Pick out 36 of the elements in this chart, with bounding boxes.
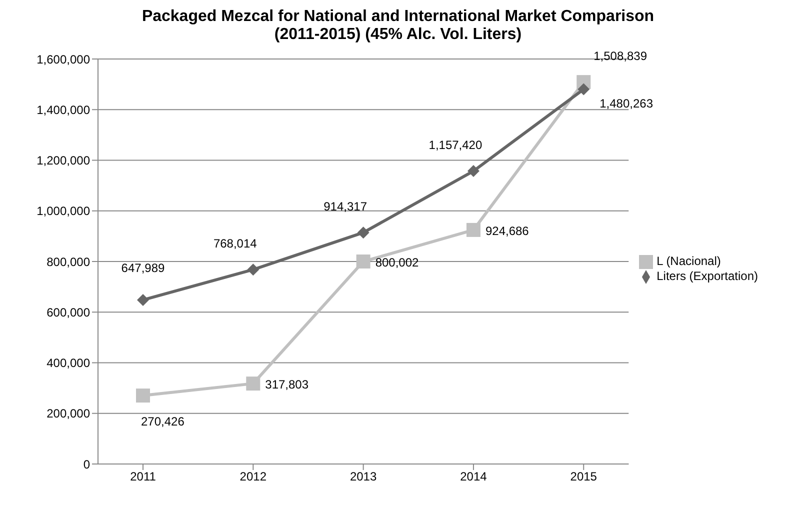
data-label: 1,480,263 — [600, 96, 654, 110]
data-label: 924,686 — [485, 224, 530, 238]
y-tick-label: 400,000 — [46, 356, 90, 370]
y-tick-label: 1,000,000 — [36, 204, 90, 218]
point — [357, 226, 370, 239]
data-label: 800,002 — [375, 256, 420, 270]
legend-label: L (Nacional) — [656, 254, 721, 268]
y-tick-label: 1,400,000 — [36, 102, 90, 117]
legend-label: Liters (Exportation) — [656, 269, 758, 283]
chart-title: Packaged Mezcal for National and International Market Comparison (2011-2015) (45% Alc. Vol. Liters) — [140, 8, 656, 44]
x-tick-label: 2013 — [350, 470, 377, 484]
y-tick-label: 0 — [83, 457, 90, 472]
point — [356, 254, 370, 268]
x-tick-label: 2014 — [460, 470, 488, 484]
point — [578, 83, 590, 96]
y-tick-label: 800,000 — [46, 254, 90, 269]
point — [246, 376, 260, 391]
data-label: 270,426 — [141, 414, 185, 429]
data-label: 1,157,420 — [428, 138, 482, 152]
point — [467, 165, 480, 178]
x-tick-label: 2011 — [130, 470, 156, 484]
data-label: 317,803 — [265, 378, 309, 392]
y-tick-label: 200,000 — [46, 406, 90, 421]
data-label: 1,508,839 — [594, 49, 648, 64]
point — [247, 264, 260, 276]
data-label: 768,014 — [213, 236, 258, 251]
data-label: 647,989 — [121, 260, 166, 275]
data-label: 914,317 — [324, 200, 368, 214]
point — [466, 222, 480, 237]
point — [137, 294, 149, 306]
x-tick-label: 2015 — [570, 470, 598, 484]
y-tick-label: 1,600,000 — [36, 52, 90, 66]
y-tick-label: 600,000 — [46, 305, 90, 320]
y-tick-label: 1,200,000 — [36, 154, 90, 168]
x-tick-label: 2012 — [240, 470, 267, 484]
point — [136, 388, 150, 403]
